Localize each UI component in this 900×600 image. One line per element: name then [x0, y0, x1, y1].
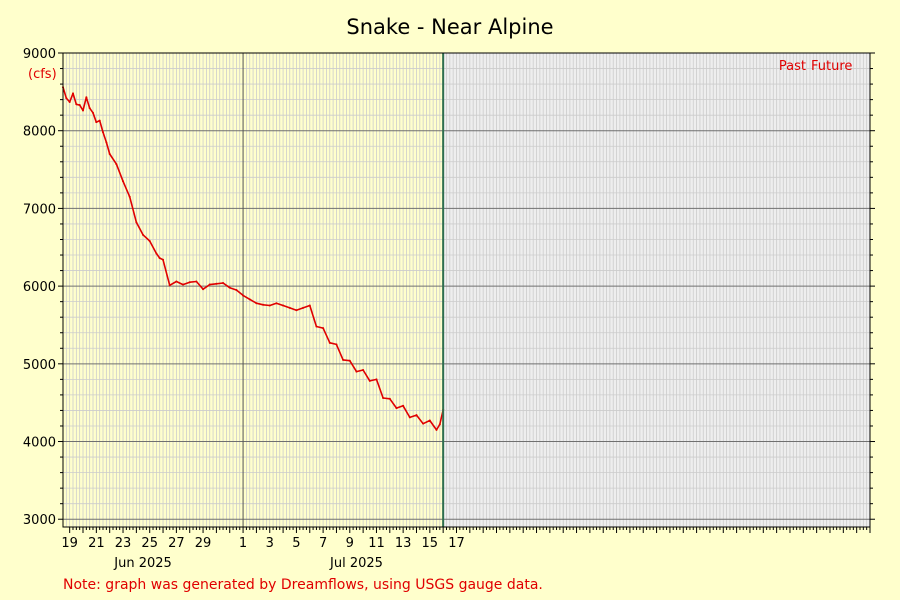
- flow-data-point: [135, 221, 138, 224]
- flow-data-point: [195, 280, 198, 283]
- flow-data-point: [335, 343, 338, 346]
- flow-data-point: [375, 378, 378, 381]
- x-tick-label: 5: [292, 536, 300, 551]
- y-tick-label: 6000: [23, 280, 56, 295]
- flow-data-point: [408, 416, 411, 419]
- flow-data-point: [428, 419, 431, 422]
- flow-data-point: [422, 422, 425, 425]
- x-tick-label: 7: [319, 536, 327, 551]
- flow-data-point: [262, 303, 265, 306]
- source-note: Note: graph was generated by Dreamflows,…: [63, 577, 543, 593]
- flow-data-point: [95, 121, 98, 124]
- month-label: Jun 2025: [113, 556, 172, 571]
- flow-data-point: [435, 428, 438, 431]
- flow-data-point: [295, 309, 298, 312]
- flow-data-point: [342, 358, 345, 361]
- flow-data-point: [122, 180, 125, 183]
- flow-data-point: [388, 397, 391, 400]
- flow-data-point: [382, 397, 385, 400]
- x-tick-label: 21: [88, 536, 105, 551]
- x-tick-label: 15: [422, 536, 439, 551]
- flow-data-point: [275, 302, 278, 305]
- flow-data-point: [78, 104, 81, 107]
- flow-data-point: [115, 163, 118, 166]
- flow-data-point: [438, 423, 441, 426]
- x-tick-label: 19: [61, 536, 78, 551]
- flow-data-point: [85, 96, 88, 99]
- x-tick-label: 13: [395, 536, 412, 551]
- flow-data-point: [395, 407, 398, 410]
- flow-data-point: [268, 304, 271, 307]
- flow-data-point: [315, 325, 318, 328]
- y-tick-label: 8000: [23, 125, 56, 140]
- flow-data-point: [302, 306, 305, 309]
- flow-data-point: [368, 379, 371, 382]
- flow-data-point: [288, 306, 291, 309]
- flow-data-point: [175, 280, 178, 283]
- flow-data-point: [98, 119, 101, 122]
- y-tick-label: 7000: [23, 202, 56, 217]
- flow-data-point: [215, 282, 218, 285]
- x-tick-label: 23: [115, 536, 132, 551]
- flow-data-point: [355, 370, 358, 373]
- flow-data-point: [202, 288, 205, 291]
- future-label: Future: [811, 59, 852, 74]
- plot-frame: [62, 52, 871, 528]
- y-tick-label: 5000: [23, 358, 56, 373]
- flow-data-point: [248, 298, 251, 301]
- flow-data-point: [282, 304, 285, 307]
- flow-data-point: [148, 240, 151, 243]
- flow-data-point: [182, 283, 185, 286]
- x-tick-label: 27: [168, 536, 185, 551]
- y-axis-unit-label: (cfs): [28, 67, 57, 82]
- y-tick-label: 4000: [23, 436, 56, 451]
- flow-data-point: [362, 369, 365, 372]
- x-tick-label: 1: [239, 536, 247, 551]
- x-tick-label: 29: [195, 536, 212, 551]
- y-tick-label: 3000: [23, 513, 56, 528]
- flow-data-point: [102, 131, 105, 134]
- flow-data-point: [88, 107, 91, 110]
- flow-data-point: [322, 327, 325, 330]
- flow-data-point: [65, 97, 68, 100]
- flow-data-point: [108, 153, 111, 156]
- flow-data-point: [105, 141, 108, 144]
- flow-data-point: [82, 109, 85, 112]
- flow-data-point: [308, 304, 311, 307]
- flow-data-point: [348, 359, 351, 362]
- flow-data-point: [158, 257, 161, 260]
- flow-data-point: [255, 302, 258, 305]
- x-tick-label: 3: [266, 536, 274, 551]
- flow-data-point: [168, 284, 171, 287]
- flow-data-point: [415, 414, 418, 417]
- flow-data-point: [162, 258, 165, 261]
- x-tick-label: 11: [368, 536, 385, 551]
- y-tick-label: 9000: [23, 47, 56, 62]
- flow-data-point: [142, 233, 145, 236]
- flow-data-point: [128, 195, 131, 198]
- month-label: Jul 2025: [329, 556, 383, 571]
- flow-data-point: [188, 281, 191, 284]
- chart-title: Snake - Near Alpine: [346, 15, 553, 39]
- flow-data-point: [235, 289, 238, 291]
- flow-data-point: [402, 404, 405, 407]
- flow-data-point: [68, 100, 71, 103]
- past-label: Past: [779, 59, 806, 74]
- flow-data-point: [72, 92, 75, 95]
- flow-data-point: [222, 282, 225, 285]
- flow-data-point: [155, 252, 158, 255]
- x-tick-label: 9: [346, 536, 354, 551]
- flow-data-point: [75, 103, 78, 106]
- flow-data-point: [228, 286, 231, 289]
- x-tick-label: 17: [448, 536, 465, 551]
- flow-data-point: [92, 111, 95, 114]
- flow-data-point: [328, 341, 331, 344]
- flow-data-point: [208, 283, 211, 286]
- flow-data-point: [242, 294, 245, 297]
- x-tick-label: 25: [141, 536, 158, 551]
